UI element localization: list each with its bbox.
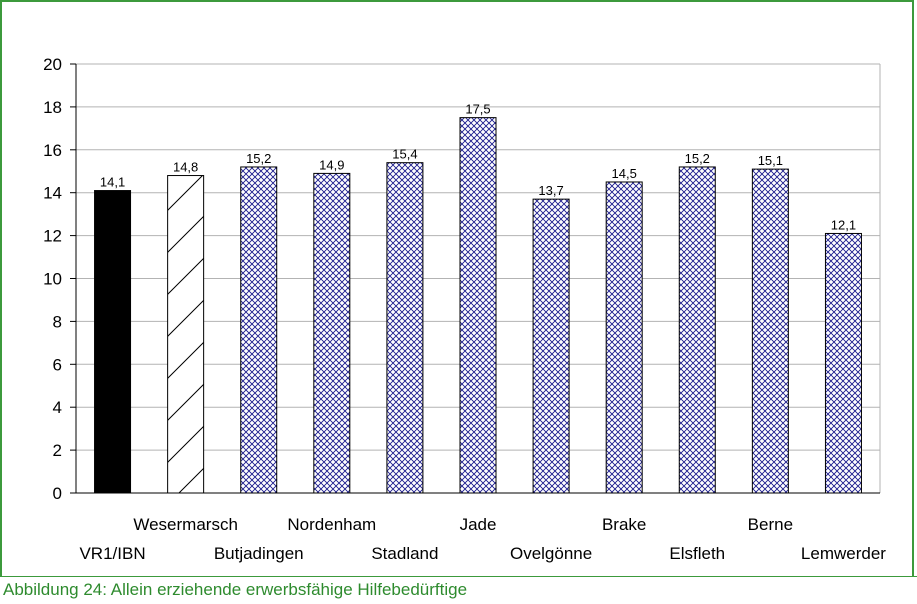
value-label: 15,2 [685, 151, 710, 166]
value-label: 14,8 [173, 160, 198, 175]
value-label: 14,9 [319, 157, 344, 172]
y-tick-label: 12 [43, 227, 62, 246]
bar-3 [313, 172, 351, 494]
value-labels: 14,1 14,8 15,2 14,9 15,4 17,5 13,7 14,5 15,2 15,1… [100, 102, 856, 233]
bar-7 [605, 181, 643, 494]
value-label: 13,7 [538, 183, 563, 198]
x-category-label: Wesermarsch [133, 515, 238, 534]
y-tick-label: 8 [53, 312, 62, 331]
y-tick-label: 4 [53, 398, 62, 417]
y-tick-label: 10 [43, 270, 62, 289]
y-tick-label: 18 [43, 98, 62, 117]
bar-8 [678, 166, 716, 494]
x-category-label: Berne [748, 515, 793, 534]
x-category-label: Stadland [371, 544, 438, 563]
bar-1 [167, 175, 205, 494]
y-tick-label: 20 [43, 55, 62, 74]
x-category-label: Ovelgönne [510, 544, 592, 563]
y-axis-ticks: 0 2 4 6 8 10 12 14 16 18 20 [43, 55, 76, 503]
y-tick-label: 2 [53, 441, 62, 460]
value-label: 12,1 [831, 217, 856, 232]
figure-caption: Abbildung 24: Allein erziehende erwerbsf… [3, 580, 468, 599]
bar-chart: 0 2 4 6 8 10 12 14 16 18 20 14,1 14,8 15,2 14,9 15,4 17… [43, 55, 886, 563]
x-category-label: Butjadingen [214, 544, 304, 563]
y-tick-label: 14 [43, 184, 62, 203]
x-category-label: Lemwerder [801, 544, 886, 563]
y-tick-label: 16 [43, 141, 62, 160]
value-label: 14,5 [612, 166, 637, 181]
bar-10 [824, 232, 862, 494]
bar-6 [532, 198, 570, 494]
x-category-label: VR1/IBN [79, 544, 145, 563]
value-label: 15,2 [246, 151, 271, 166]
bar-5 [459, 117, 497, 494]
bar-4 [386, 162, 424, 494]
chart-frame [0, 0, 914, 576]
bars [94, 117, 862, 494]
y-tick-label: 6 [53, 355, 62, 374]
value-label: 17,5 [465, 102, 490, 117]
value-label: 15,4 [392, 147, 417, 162]
x-category-label: Brake [602, 515, 646, 534]
bar-9 [751, 168, 789, 494]
x-category-label: Nordenham [287, 515, 376, 534]
x-category-label: Elsfleth [669, 544, 725, 563]
bar-2 [240, 166, 278, 494]
x-category-label: Jade [460, 515, 497, 534]
x-axis-labels: VR1/IBN Wesermarsch Butjadingen Nordenham St… [79, 515, 886, 563]
y-tick-label: 0 [53, 484, 62, 503]
value-label: 14,1 [100, 175, 125, 190]
bar-0 [94, 190, 132, 494]
value-label: 15,1 [758, 153, 783, 168]
caption-divider [0, 576, 917, 577]
